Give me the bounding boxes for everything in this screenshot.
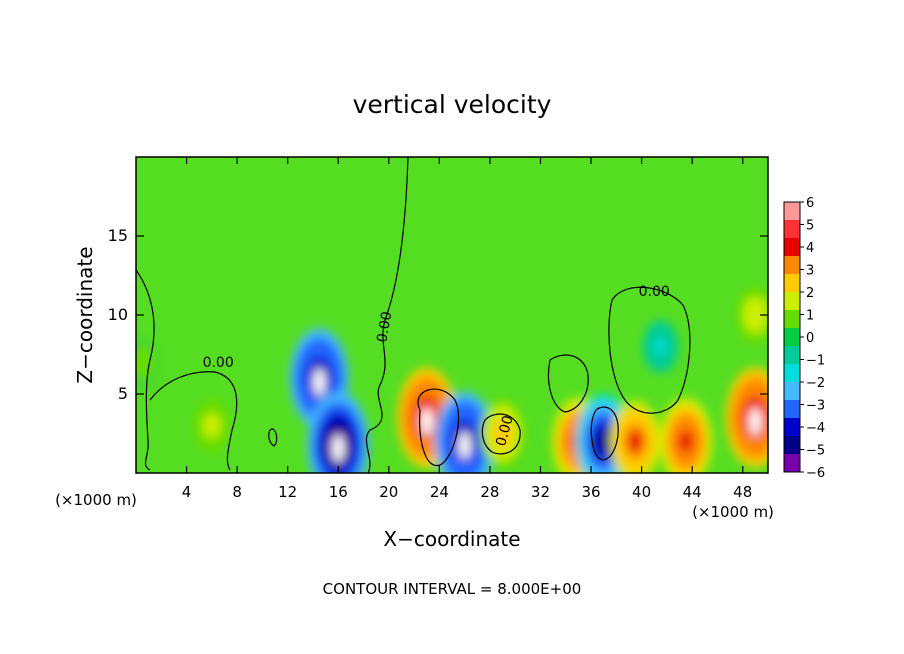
colorbar-swatch xyxy=(784,274,800,293)
colorbar-swatch xyxy=(784,346,800,365)
chart-title: vertical velocity xyxy=(353,90,552,119)
downdraft-core xyxy=(458,431,471,460)
colorbar-swatch xyxy=(784,220,800,239)
colorbar-swatch xyxy=(784,418,800,437)
contour-interval-note: CONTOUR INTERVAL = 8.000E+00 xyxy=(323,580,582,598)
colorbar-label: −1 xyxy=(806,354,825,369)
updraft-shading xyxy=(136,355,148,370)
updraft-shading xyxy=(749,306,762,324)
updraft-core xyxy=(420,407,433,436)
colorbar-label: 1 xyxy=(806,309,814,324)
updraft-shading xyxy=(495,424,510,443)
colorbar-label: 2 xyxy=(806,286,814,301)
y-tick-label: 5 xyxy=(118,384,128,403)
contour-line xyxy=(417,388,460,467)
updraft-shading xyxy=(205,417,218,434)
contour-label: 0.00 xyxy=(493,414,517,448)
colorbar-swatch xyxy=(784,436,800,455)
contour-line xyxy=(590,406,619,461)
colorbar-label: −2 xyxy=(806,376,825,391)
updraft-shading xyxy=(627,430,643,452)
downdraft-shading xyxy=(595,429,612,454)
colorbar-swatch xyxy=(784,292,800,311)
x-tick-label: 16 xyxy=(329,483,348,501)
contour-line xyxy=(608,286,691,414)
colorbar-label: −3 xyxy=(806,399,825,414)
x-units-left: (×1000 m) xyxy=(55,491,137,509)
contour-line xyxy=(268,428,278,447)
contour-line xyxy=(149,371,238,471)
updraft-shading xyxy=(678,430,694,453)
y-tick-label: 10 xyxy=(108,305,128,324)
downdraft-shading xyxy=(654,339,667,355)
contour-line xyxy=(365,157,409,473)
x-tick-label: 44 xyxy=(683,483,702,501)
x-tick-label: 24 xyxy=(430,483,449,501)
y-axis-label: Z−coordinate xyxy=(73,246,97,383)
colorbar-label: −6 xyxy=(806,466,825,481)
colorbar-swatch xyxy=(784,400,800,419)
x-tick-label: 28 xyxy=(480,483,499,501)
colorbar-label: 0 xyxy=(806,331,814,346)
contour-label: 0.00 xyxy=(203,355,234,371)
plot-area: 0.00 0.00 0.00 0.00 xyxy=(136,157,768,473)
x-tick-label: 4 xyxy=(182,483,192,501)
colorbar-label: −4 xyxy=(806,421,825,436)
x-tick-label: 32 xyxy=(531,483,550,501)
colorbar-swatch xyxy=(784,202,800,221)
x-tick-label: 12 xyxy=(278,483,297,501)
y-tick-label: 15 xyxy=(108,226,128,245)
colorbar-swatch xyxy=(784,238,800,257)
updraft-core xyxy=(749,407,762,436)
x-tick-label: 36 xyxy=(581,483,600,501)
contour-label: 0.00 xyxy=(374,310,395,343)
downdraft-core xyxy=(332,434,345,463)
colorbar-label: 5 xyxy=(806,219,814,234)
colorbar-label: 4 xyxy=(806,241,814,256)
colorbar-swatch xyxy=(784,310,800,329)
contour-line xyxy=(136,269,155,471)
x-tick-label: 48 xyxy=(733,483,752,501)
x-tick-label: 8 xyxy=(232,483,242,501)
colorbar-swatch xyxy=(784,328,800,347)
contour-line xyxy=(547,354,589,413)
x-tick-label: 20 xyxy=(379,483,398,501)
x-units-right: (×1000 m) xyxy=(692,503,774,521)
colorbar-label: 3 xyxy=(806,264,814,279)
contour-line xyxy=(481,413,521,455)
colorbar-swatch xyxy=(784,454,800,473)
colorbar-swatch xyxy=(784,256,800,275)
downdraft-core xyxy=(313,368,326,397)
colorbar-swatch xyxy=(784,364,800,383)
contour-label: 0.00 xyxy=(639,284,670,300)
colorbar-label: 6 xyxy=(806,196,814,211)
x-axis-label: X−coordinate xyxy=(383,527,520,551)
colorbar-swatch xyxy=(784,382,800,401)
x-tick-label: 40 xyxy=(632,483,651,501)
colorbar: 6 5 4 3 2 1 0 −1 −2 −3 −4 −5 −6 xyxy=(783,196,825,481)
colorbar-label: −5 xyxy=(806,444,825,459)
